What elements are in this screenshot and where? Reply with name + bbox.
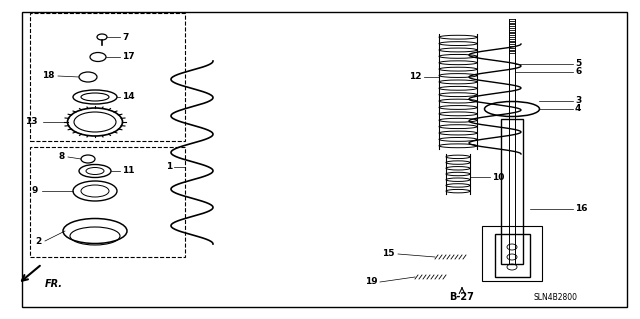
Text: B-27: B-27 [449, 292, 474, 302]
Text: 19: 19 [365, 278, 378, 286]
Text: 9: 9 [31, 187, 38, 196]
Text: 6: 6 [575, 68, 581, 77]
Text: 14: 14 [122, 93, 134, 101]
Bar [501, 119, 523, 264]
Text: 7: 7 [122, 33, 129, 41]
Text: 1: 1 [166, 162, 172, 172]
Bar [30, 13, 185, 141]
Text: FR.: FR. [45, 279, 63, 289]
Text: 13: 13 [26, 117, 38, 127]
Text: 5: 5 [575, 60, 581, 69]
Text: 12: 12 [410, 72, 422, 81]
Text: 10: 10 [492, 173, 504, 182]
Text: 11: 11 [122, 167, 134, 175]
Text: 2: 2 [36, 236, 42, 246]
Bar [482, 226, 542, 281]
Bar [495, 234, 529, 277]
Text: 15: 15 [383, 249, 395, 258]
Bar [30, 147, 185, 257]
Text: 8: 8 [59, 152, 65, 161]
Text: 4: 4 [575, 105, 581, 114]
Text: 16: 16 [575, 204, 588, 213]
Text: SLN4B2800: SLN4B2800 [533, 293, 577, 301]
Text: 3: 3 [575, 97, 581, 106]
Text: 18: 18 [42, 71, 55, 80]
Text: 17: 17 [122, 53, 134, 62]
